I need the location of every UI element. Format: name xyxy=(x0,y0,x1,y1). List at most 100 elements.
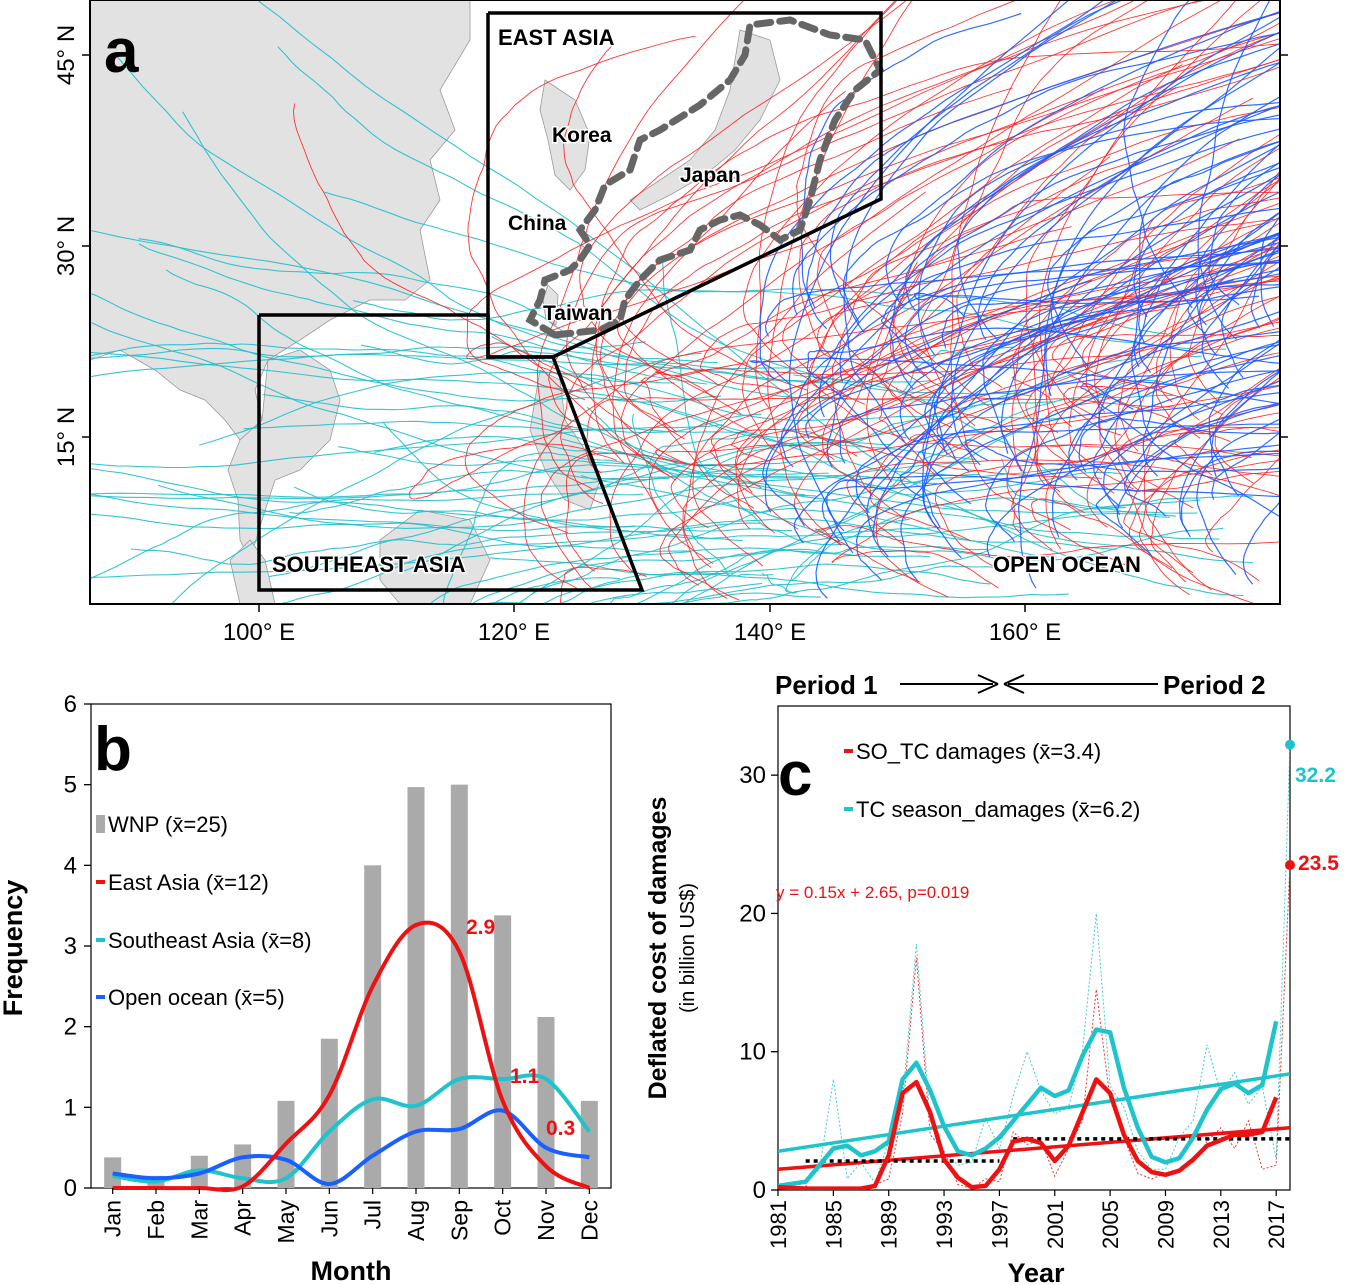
track-southeast-asia xyxy=(90,493,635,532)
track-southeast-asia xyxy=(442,452,685,604)
track-open-ocean xyxy=(780,247,1280,468)
y-tick-label: 1 xyxy=(64,1094,77,1121)
track-east-asia xyxy=(935,402,1280,567)
track-east-asia xyxy=(655,321,1280,464)
track-east-asia xyxy=(736,202,1280,530)
track-open-ocean xyxy=(1220,233,1280,379)
x-tick-label: 2001 xyxy=(1043,1200,1068,1249)
period-2-label: Period 2 xyxy=(1163,670,1266,700)
track-east-asia xyxy=(466,0,1209,401)
east-asia-box xyxy=(486,11,883,359)
track-east-asia xyxy=(565,385,1280,572)
track-southeast-asia xyxy=(681,379,1236,604)
track-open-ocean xyxy=(1138,233,1280,373)
track-east-asia xyxy=(1025,275,1280,433)
track-open-ocean xyxy=(1131,141,1280,442)
track-southeast-asia xyxy=(402,355,1202,572)
track-open-ocean xyxy=(964,439,1280,473)
track-southeast-asia xyxy=(157,462,978,529)
track-east-asia xyxy=(742,0,1117,439)
region-label-southeast-asia: SOUTHEAST ASIA xyxy=(272,552,466,577)
track-east-asia xyxy=(409,425,617,500)
x-tick-label: 2017 xyxy=(1264,1200,1289,1249)
panel-label-c: c xyxy=(778,740,812,809)
track-southeast-asia xyxy=(256,0,1244,597)
y-tick-label: 2 xyxy=(64,1014,77,1041)
track-open-ocean xyxy=(905,31,1280,312)
track-open-ocean xyxy=(1103,342,1280,516)
track-open-ocean xyxy=(1051,211,1280,538)
track-open-ocean xyxy=(762,279,1093,527)
track-east-asia xyxy=(1086,295,1280,528)
legend-label-tc-season: TC season_damages (x̄=6.2) xyxy=(856,797,1140,822)
trend-equation: y = 0.15x + 2.65, p=0.019 xyxy=(776,883,969,902)
track-open-ocean xyxy=(821,444,1280,542)
track-east-asia xyxy=(1188,240,1280,404)
y-tick-label: 6 xyxy=(64,691,77,718)
lat-tick-45n: 45° N xyxy=(53,25,80,85)
track-east-asia xyxy=(563,43,808,391)
region-label-east-asia: EAST ASIA xyxy=(498,25,615,50)
track-east-asia xyxy=(612,90,846,564)
bar-wnp-jan xyxy=(104,1157,122,1188)
panel-c-end-points xyxy=(1285,739,1295,871)
panel-c-x-axis: 1981 1985 1989 1993 1997 2001 2005 2009 2013 2017 xyxy=(766,1190,1289,1249)
track-open-ocean xyxy=(806,11,1280,330)
track-open-ocean xyxy=(792,32,1280,316)
track-open-ocean xyxy=(1093,341,1280,506)
track-east-asia xyxy=(293,103,592,388)
panel-c-y-axis-label: Deflated cost of damages xyxy=(644,797,672,1100)
track-open-ocean xyxy=(1047,166,1280,367)
end-point-marker xyxy=(1285,739,1295,750)
track-southeast-asia xyxy=(90,292,722,403)
track-open-ocean xyxy=(986,380,1280,558)
panel-a-map: EAST ASIA SOUTHEAST ASIA OPEN OCEAN Kore… xyxy=(53,0,1288,646)
lon-axis xyxy=(258,604,1026,612)
period-1-arrowhead-icon xyxy=(977,674,999,694)
panel-b-frame xyxy=(90,703,612,1189)
legend-swatch-wnp xyxy=(96,815,105,833)
lat-tick-30n: 30° N xyxy=(53,216,80,276)
track-open-ocean xyxy=(1250,247,1280,329)
x-tick-label: Aug xyxy=(403,1200,429,1241)
track-east-asia xyxy=(869,345,1148,542)
track-open-ocean xyxy=(805,268,1280,439)
track-open-ocean xyxy=(899,392,1280,500)
track-open-ocean xyxy=(1201,266,1280,389)
track-southeast-asia xyxy=(243,420,806,496)
end-point-marker xyxy=(1285,860,1295,871)
panel-c-legend: SO_TC damages (x̄=3.4) TC season_damages… xyxy=(844,739,1140,822)
track-open-ocean xyxy=(855,452,1280,581)
track-southeast-asia xyxy=(276,534,743,604)
x-tick-label: Dec xyxy=(576,1200,602,1241)
line-tc-season-annual xyxy=(778,744,1290,1187)
track-open-ocean xyxy=(1211,431,1280,500)
track-open-ocean xyxy=(1138,143,1280,344)
track-open-ocean xyxy=(900,344,1280,583)
y-tick-label: 3 xyxy=(64,933,77,960)
track-east-asia xyxy=(579,0,908,399)
panel-b-y-axis: 0 1 2 3 4 5 6 xyxy=(64,691,91,1202)
panel-c-frame xyxy=(777,705,1291,1191)
track-open-ocean xyxy=(872,144,1280,558)
track-southeast-asia xyxy=(609,549,931,604)
track-east-asia xyxy=(467,35,696,481)
track-east-asia xyxy=(846,459,1280,546)
track-open-ocean xyxy=(1068,354,1280,481)
track-southeast-asia xyxy=(165,269,762,433)
track-southeast-asia xyxy=(90,351,980,476)
track-open-ocean xyxy=(977,105,1280,341)
x-tick-label: 1997 xyxy=(987,1200,1012,1249)
track-open-ocean xyxy=(764,104,1280,513)
y-tick-label: 0 xyxy=(753,1177,766,1204)
track-southeast-asia xyxy=(587,582,763,604)
track-southeast-asia xyxy=(373,435,844,467)
asia-mainland xyxy=(90,0,471,441)
track-east-asia xyxy=(920,0,1149,427)
map-frame xyxy=(89,0,1281,605)
track-east-asia xyxy=(730,306,1178,461)
y-tick-label: 10 xyxy=(739,1039,766,1066)
panel-label-a: a xyxy=(104,17,139,86)
track-open-ocean xyxy=(749,357,1280,405)
